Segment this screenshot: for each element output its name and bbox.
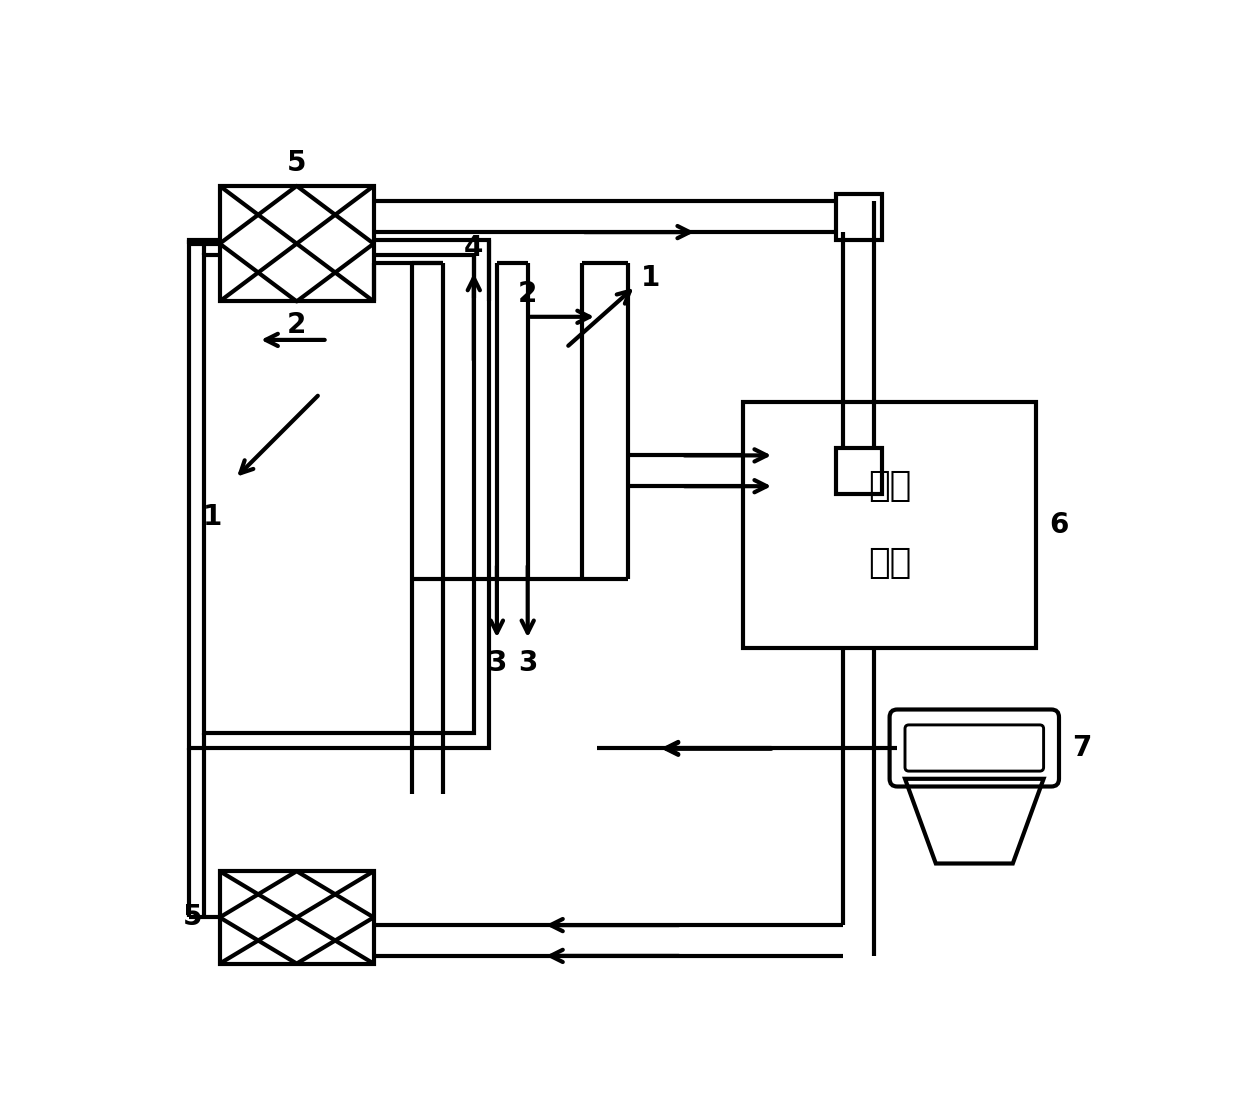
Text: 4: 4	[464, 233, 484, 262]
Text: 3: 3	[518, 649, 537, 678]
Text: 液羐: 液羐	[868, 547, 911, 580]
Bar	[836, 194, 882, 240]
Bar	[205, 255, 474, 733]
Text: 2: 2	[518, 279, 537, 308]
Bar	[219, 871, 373, 964]
Text: 5: 5	[286, 148, 306, 177]
Bar	[219, 186, 373, 301]
Bar	[836, 448, 882, 494]
Text: 7: 7	[1073, 734, 1091, 762]
Bar	[188, 240, 490, 748]
Text: 1: 1	[202, 503, 222, 531]
Text: 3: 3	[487, 649, 507, 678]
Text: 1: 1	[641, 264, 661, 293]
FancyBboxPatch shape	[889, 710, 1059, 786]
Text: 2: 2	[286, 310, 306, 339]
Text: 5: 5	[184, 903, 202, 932]
Text: 电解: 电解	[868, 470, 911, 503]
Text: 6: 6	[1049, 510, 1069, 539]
Bar	[743, 402, 1035, 648]
FancyBboxPatch shape	[905, 725, 1044, 771]
